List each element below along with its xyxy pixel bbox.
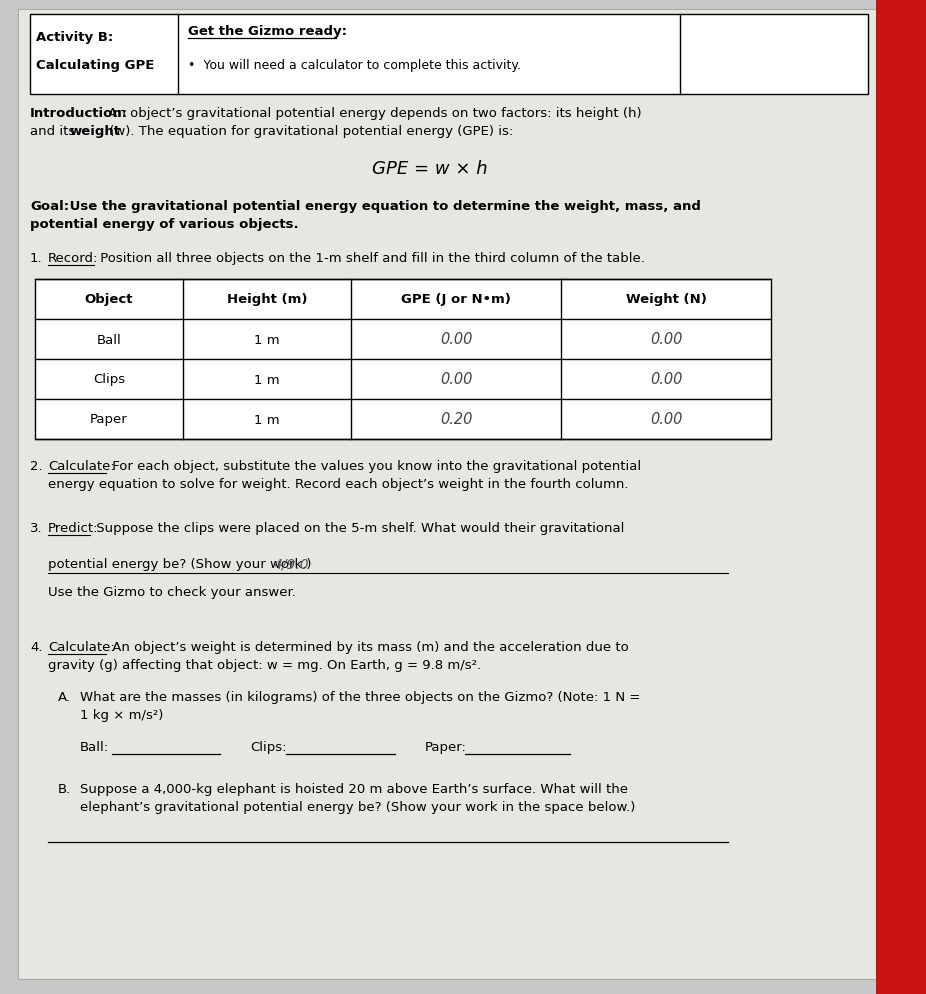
Text: Suppose the clips were placed on the 5-m shelf. What would their gravitational: Suppose the clips were placed on the 5-m… xyxy=(92,522,624,535)
Text: 3.: 3. xyxy=(30,522,43,535)
Text: 4/9.0: 4/9.0 xyxy=(274,558,309,572)
Text: 1.: 1. xyxy=(30,251,43,264)
Text: Clips:: Clips: xyxy=(250,741,286,753)
Text: What are the masses (in kilograms) of the three objects on the Gizmo? (Note: 1 N: What are the masses (in kilograms) of th… xyxy=(80,690,641,704)
Text: gravity (g) affecting that object: w = mg. On Earth, g = 9.8 m/s².: gravity (g) affecting that object: w = m… xyxy=(48,658,482,671)
Text: A.: A. xyxy=(58,690,71,704)
Text: Use the gravitational potential energy equation to determine the weight, mass, a: Use the gravitational potential energy e… xyxy=(65,200,701,213)
Text: Position all three objects on the 1-m shelf and fill in the third column of the : Position all three objects on the 1-m sh… xyxy=(96,251,644,264)
Text: 0.20: 0.20 xyxy=(440,413,472,427)
Text: elephant’s gravitational potential energy be? (Show your work in the space below: elephant’s gravitational potential energ… xyxy=(80,800,635,813)
Text: 0.00: 0.00 xyxy=(650,332,682,347)
Text: Ball:: Ball: xyxy=(80,741,109,753)
Text: Calculating GPE: Calculating GPE xyxy=(36,59,155,72)
Text: (w). The equation for gravitational potential energy (GPE) is:: (w). The equation for gravitational pote… xyxy=(105,125,513,138)
Text: potential energy of various objects.: potential energy of various objects. xyxy=(30,218,298,231)
Text: 2.: 2. xyxy=(30,459,43,472)
Text: Height (m): Height (m) xyxy=(227,293,307,306)
Text: Get the Gizmo ready:: Get the Gizmo ready: xyxy=(188,25,347,38)
Text: Weight (N): Weight (N) xyxy=(626,293,707,306)
Text: GPE = w × h: GPE = w × h xyxy=(372,160,488,178)
Text: 0.00: 0.00 xyxy=(440,332,472,347)
Text: Goal:: Goal: xyxy=(30,200,69,213)
Text: Paper:: Paper: xyxy=(425,741,467,753)
Text: 0.00: 0.00 xyxy=(650,372,682,387)
Text: energy equation to solve for weight. Record each object’s weight in the fourth c: energy equation to solve for weight. Rec… xyxy=(48,477,629,490)
Text: potential energy be? (Show your work.): potential energy be? (Show your work.) xyxy=(48,558,311,571)
Text: 1 kg × m/s²): 1 kg × m/s²) xyxy=(80,709,163,722)
Text: Record:: Record: xyxy=(48,251,98,264)
Text: 1 m: 1 m xyxy=(255,333,280,346)
Text: B.: B. xyxy=(58,782,71,795)
Text: Object: Object xyxy=(85,293,133,306)
Text: Introduction:: Introduction: xyxy=(30,107,128,120)
Bar xyxy=(30,15,868,94)
Bar xyxy=(876,0,926,994)
Text: An object’s weight is determined by its mass (m) and the acceleration due to: An object’s weight is determined by its … xyxy=(108,640,629,653)
Text: Ball: Ball xyxy=(96,333,121,346)
Text: 1 m: 1 m xyxy=(255,414,280,426)
Text: 0.00: 0.00 xyxy=(650,413,682,427)
Text: weight: weight xyxy=(70,125,121,138)
Text: 4.: 4. xyxy=(30,640,43,653)
Text: Use the Gizmo to check your answer.: Use the Gizmo to check your answer. xyxy=(48,585,296,598)
Text: For each object, substitute the values you know into the gravitational potential: For each object, substitute the values y… xyxy=(108,459,641,472)
Text: and its: and its xyxy=(30,125,80,138)
Text: 0.00: 0.00 xyxy=(440,372,472,387)
Text: Paper: Paper xyxy=(90,414,128,426)
Text: 1 m: 1 m xyxy=(255,373,280,386)
Text: Suppose a 4,000-kg elephant is hoisted 20 m above Earth’s surface. What will the: Suppose a 4,000-kg elephant is hoisted 2… xyxy=(80,782,628,795)
Text: Clips: Clips xyxy=(93,373,125,386)
Text: Activity B:: Activity B: xyxy=(36,31,113,44)
Text: •  You will need a calculator to complete this activity.: • You will need a calculator to complete… xyxy=(188,59,521,72)
Text: Predict:: Predict: xyxy=(48,522,98,535)
Text: Calculate:: Calculate: xyxy=(48,459,115,472)
Text: Calculate:: Calculate: xyxy=(48,640,115,653)
Text: An object’s gravitational potential energy depends on two factors: its height (h: An object’s gravitational potential ener… xyxy=(104,107,642,120)
Bar xyxy=(35,279,771,439)
Text: GPE (J or N•m): GPE (J or N•m) xyxy=(401,293,511,306)
